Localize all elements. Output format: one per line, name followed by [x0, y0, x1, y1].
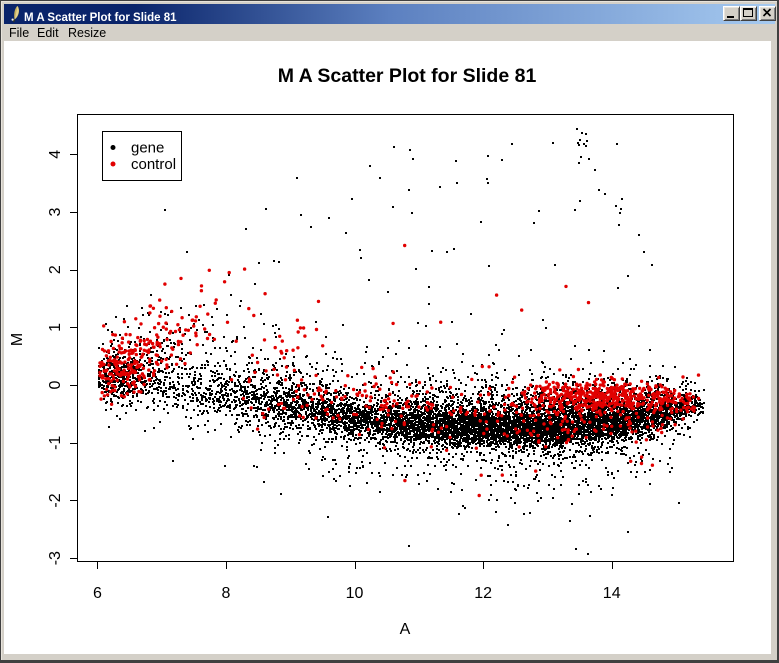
svg-text:0: 0: [47, 381, 64, 390]
svg-text:1: 1: [47, 323, 64, 332]
svg-text:-3: -3: [47, 551, 64, 565]
svg-text:2: 2: [47, 265, 64, 274]
svg-text:-2: -2: [47, 493, 64, 507]
svg-text:4: 4: [47, 150, 64, 159]
svg-text:6: 6: [93, 585, 102, 602]
svg-text:gene: gene: [131, 140, 164, 157]
svg-text:10: 10: [346, 585, 364, 602]
svg-text:-1: -1: [47, 436, 64, 450]
svg-text:M A Scatter Plot for Slide 81: M A Scatter Plot for Slide 81: [278, 65, 537, 87]
svg-text:14: 14: [603, 585, 621, 602]
svg-text:3: 3: [47, 207, 64, 216]
svg-text:control: control: [131, 156, 176, 173]
svg-text:12: 12: [474, 585, 492, 602]
svg-text:8: 8: [222, 585, 231, 602]
svg-text:A: A: [400, 621, 411, 638]
svg-text:M: M: [9, 333, 26, 346]
